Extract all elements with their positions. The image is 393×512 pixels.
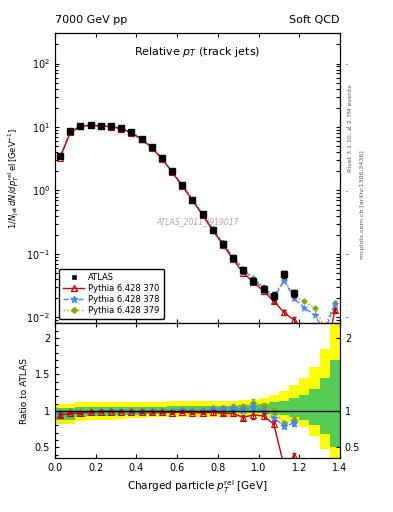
Text: Soft QCD: Soft QCD (290, 14, 340, 25)
Legend: ATLAS, Pythia 6.428 370, Pythia 6.428 378, Pythia 6.428 379: ATLAS, Pythia 6.428 370, Pythia 6.428 37… (59, 269, 164, 319)
Text: Rivet 3.1.10, ≥ 2.7M events: Rivet 3.1.10, ≥ 2.7M events (348, 84, 353, 172)
Y-axis label: $1/N_\mathrm{jet}\,dN/dp_T^\mathrm{rel}\,\mathrm{el}\,[\mathrm{GeV}^{-1}]$: $1/N_\mathrm{jet}\,dN/dp_T^\mathrm{rel}\… (6, 128, 21, 229)
Text: ATLAS_2011_I919017: ATLAS_2011_I919017 (156, 218, 239, 226)
Y-axis label: Ratio to ATLAS: Ratio to ATLAS (20, 358, 29, 424)
Text: 7000 GeV pp: 7000 GeV pp (55, 14, 127, 25)
Text: mcplots.cern.ch [arXiv:1306.3436]: mcplots.cern.ch [arXiv:1306.3436] (360, 151, 365, 259)
X-axis label: Charged particle $p_T^\mathrm{rel}$ [GeV]: Charged particle $p_T^\mathrm{rel}$ [GeV… (127, 479, 268, 496)
Text: Relative $p_T$ (track jets): Relative $p_T$ (track jets) (134, 45, 261, 59)
